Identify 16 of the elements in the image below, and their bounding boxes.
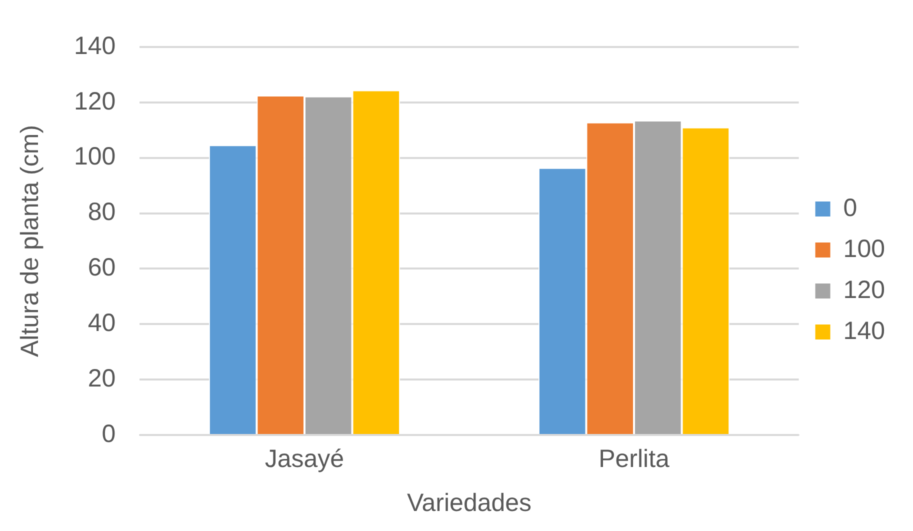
legend-label: 100: [843, 234, 886, 263]
y-tick-label: 140: [74, 32, 116, 60]
legend-label: 0: [843, 194, 858, 222]
x-tick-label: Jasayé: [264, 444, 344, 473]
x-axis-title: Variedades: [406, 488, 532, 517]
y-tick-label: 0: [102, 420, 116, 448]
y-tick-label: 20: [88, 364, 116, 392]
y-tick-label: 120: [74, 87, 116, 116]
y-axis-title: Altura de planta (cm): [16, 124, 44, 358]
y-tick-label: 40: [88, 309, 116, 338]
legend-label: 120: [843, 276, 886, 304]
y-tick-label: 80: [88, 198, 116, 226]
legend-label: 140: [843, 316, 886, 345]
x-tick-label: Perlita: [598, 444, 670, 473]
y-tick-label: 100: [74, 142, 116, 171]
y-tick-label: 60: [88, 254, 116, 282]
